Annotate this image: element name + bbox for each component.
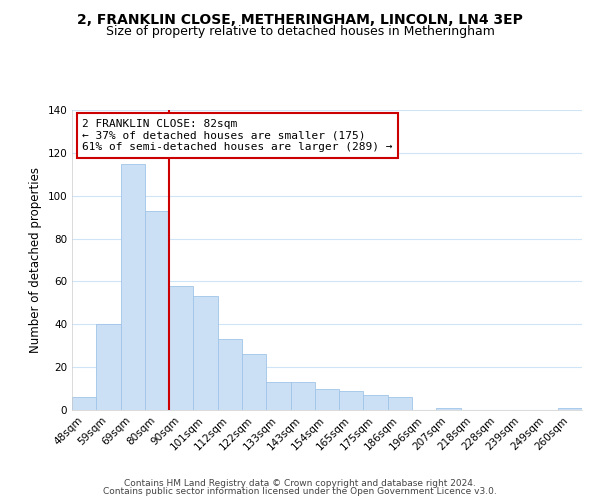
Text: Contains HM Land Registry data © Crown copyright and database right 2024.: Contains HM Land Registry data © Crown c…	[124, 478, 476, 488]
Bar	[121, 164, 145, 410]
Y-axis label: Number of detached properties: Number of detached properties	[29, 167, 42, 353]
Text: Contains public sector information licensed under the Open Government Licence v3: Contains public sector information licen…	[103, 487, 497, 496]
Text: Size of property relative to detached houses in Metheringham: Size of property relative to detached ho…	[106, 25, 494, 38]
Bar	[339, 390, 364, 410]
Bar	[315, 388, 339, 410]
Bar	[218, 340, 242, 410]
Bar	[72, 397, 96, 410]
Bar	[169, 286, 193, 410]
Bar	[193, 296, 218, 410]
Bar	[436, 408, 461, 410]
Text: 2 FRANKLIN CLOSE: 82sqm
← 37% of detached houses are smaller (175)
61% of semi-d: 2 FRANKLIN CLOSE: 82sqm ← 37% of detache…	[82, 119, 392, 152]
Bar	[145, 210, 169, 410]
Bar	[96, 324, 121, 410]
Bar	[364, 395, 388, 410]
Bar	[242, 354, 266, 410]
Bar	[388, 397, 412, 410]
Bar	[290, 382, 315, 410]
Bar	[558, 408, 582, 410]
Text: 2, FRANKLIN CLOSE, METHERINGHAM, LINCOLN, LN4 3EP: 2, FRANKLIN CLOSE, METHERINGHAM, LINCOLN…	[77, 12, 523, 26]
Bar	[266, 382, 290, 410]
